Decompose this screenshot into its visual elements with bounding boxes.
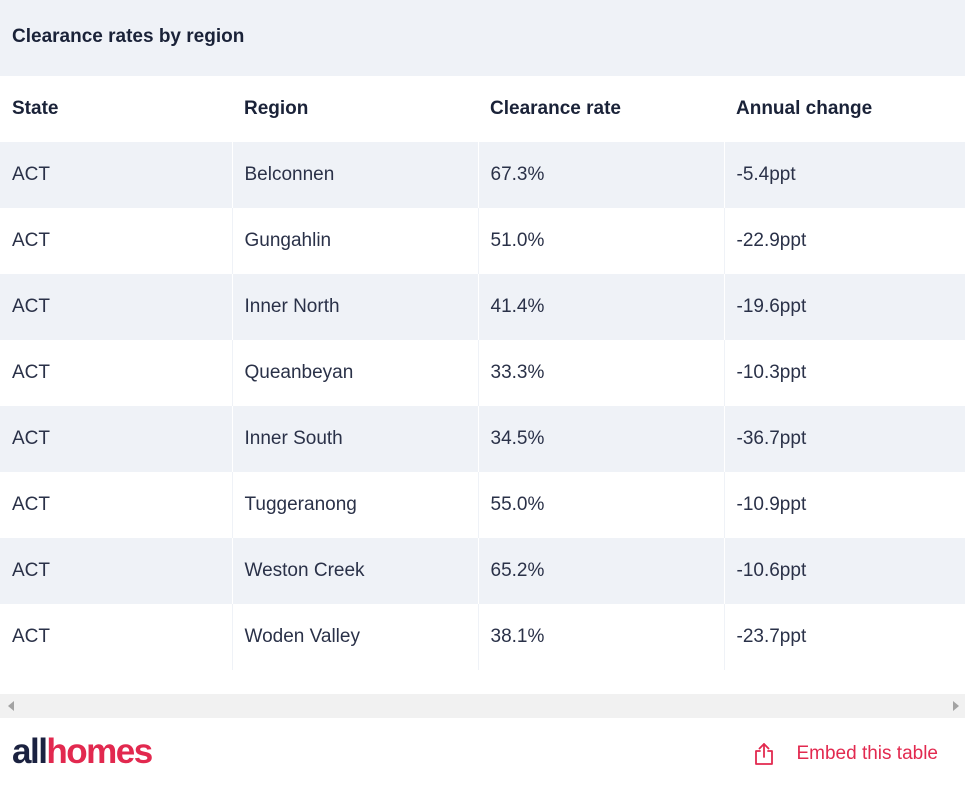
cell-clearance-rate: 41.4% — [477, 274, 724, 340]
cell-clearance-rate: 38.1% — [477, 604, 724, 670]
horizontal-scrollbar[interactable] — [0, 694, 965, 718]
cell-state: ACT — [0, 472, 232, 538]
cell-region: Gungahlin — [231, 208, 478, 274]
cell-region: Tuggeranong — [231, 472, 478, 538]
header-row: State Region Clearance rate Annual chang… — [0, 76, 965, 142]
header-state: State — [0, 76, 232, 142]
cell-clearance-rate: 34.5% — [477, 406, 724, 472]
table-row: ACT Inner South 34.5% -36.7ppt — [0, 406, 965, 472]
cell-annual-change: -23.7ppt — [723, 604, 965, 670]
cell-state: ACT — [0, 142, 232, 208]
cell-annual-change: -10.9ppt — [723, 472, 965, 538]
logo-all: all — [12, 732, 48, 771]
allhomes-logo[interactable]: allhomes — [12, 732, 153, 772]
table-row: ACT Gungahlin 51.0% -22.9ppt — [0, 208, 965, 274]
cell-clearance-rate: 65.2% — [477, 538, 724, 604]
embed-label: Embed this table — [796, 743, 938, 764]
logo-homes: homes — [46, 732, 153, 771]
cell-state: ACT — [0, 406, 232, 472]
cell-region: Woden Valley — [231, 604, 478, 670]
cell-state: ACT — [0, 340, 232, 406]
footer: allhomes Embed this table — [0, 718, 965, 789]
table-row: ACT Inner North 41.4% -19.6ppt — [0, 274, 965, 340]
cell-annual-change: -22.9ppt — [723, 208, 965, 274]
cell-annual-change: -10.3ppt — [723, 340, 965, 406]
header-annual-change: Annual change — [724, 76, 965, 142]
clearance-table: State Region Clearance rate Annual chang… — [0, 76, 965, 670]
header-region: Region — [232, 76, 478, 142]
cell-region: Inner North — [231, 274, 478, 340]
table-row: ACT Weston Creek 65.2% -10.6ppt — [0, 538, 965, 604]
cell-region: Weston Creek — [231, 538, 478, 604]
table-title: Clearance rates by region — [12, 26, 245, 47]
scroll-left-arrow-icon[interactable] — [8, 701, 14, 711]
cell-state: ACT — [0, 274, 232, 340]
cell-state: ACT — [0, 208, 232, 274]
cell-region: Belconnen — [231, 142, 478, 208]
table-title-bar: Clearance rates by region — [0, 0, 965, 76]
embed-table-button[interactable]: Embed this table — [753, 742, 938, 766]
table-row: ACT Woden Valley 38.1% -23.7ppt — [0, 604, 965, 670]
cell-annual-change: -36.7ppt — [723, 406, 965, 472]
cell-state: ACT — [0, 538, 232, 604]
header-clearance-rate: Clearance rate — [478, 76, 724, 142]
cell-region: Queanbeyan — [231, 340, 478, 406]
scroll-right-arrow-icon[interactable] — [953, 701, 959, 711]
cell-clearance-rate: 33.3% — [477, 340, 724, 406]
cell-state: ACT — [0, 604, 232, 670]
table-row: ACT Belconnen 67.3% -5.4ppt — [0, 142, 965, 208]
share-icon — [755, 743, 774, 765]
cell-annual-change: -5.4ppt — [723, 142, 965, 208]
cell-region: Inner South — [231, 406, 478, 472]
cell-clearance-rate: 67.3% — [477, 142, 724, 208]
cell-annual-change: -19.6ppt — [723, 274, 965, 340]
cell-clearance-rate: 55.0% — [477, 472, 724, 538]
table-row: ACT Queanbeyan 33.3% -10.3ppt — [0, 340, 965, 406]
table-row: ACT Tuggeranong 55.0% -10.9ppt — [0, 472, 965, 538]
cell-clearance-rate: 51.0% — [477, 208, 724, 274]
cell-annual-change: -10.6ppt — [723, 538, 965, 604]
